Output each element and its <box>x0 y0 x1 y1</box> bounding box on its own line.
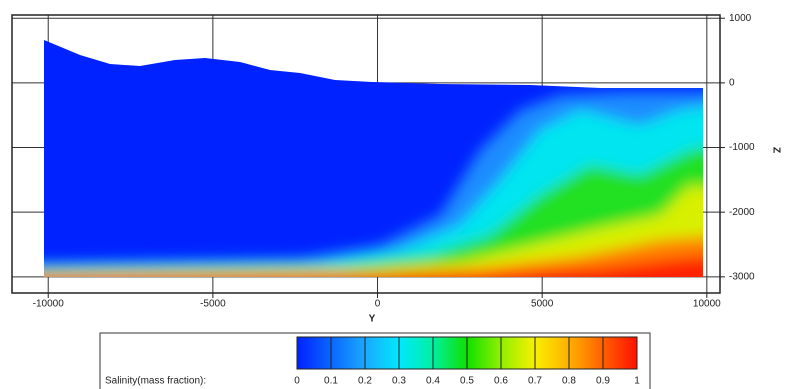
colorbar-tick-label: 0 <box>294 376 300 387</box>
colorbar-tick-label: 0.6 <box>494 376 508 387</box>
colorbar-tick-label: 0.1 <box>324 376 338 387</box>
plot-frame <box>11 14 721 294</box>
colorbar-tick-label: 1 <box>634 376 640 387</box>
x-tick-label: 0 <box>375 299 381 310</box>
colorbar-tick-label: 0.5 <box>460 376 474 387</box>
x-tick-label: 10000 <box>693 299 721 310</box>
y-tick-label: -2000 <box>729 207 755 218</box>
y-tick-label: 0 <box>729 78 735 89</box>
colorbar-tick-label: 0.7 <box>528 376 542 387</box>
colorbar-tick-label: 0.3 <box>392 376 406 387</box>
colorbar-tick-label: 0.2 <box>358 376 372 387</box>
y-tick-label: -3000 <box>729 271 755 282</box>
colorbar-tick-label: 0.4 <box>426 376 440 387</box>
colorbar-label: Salinity(mass fraction): <box>105 376 206 387</box>
x-tick-label: -5000 <box>200 299 226 310</box>
x-tick-label: 5000 <box>531 299 554 310</box>
y-tick-label: -1000 <box>729 142 755 153</box>
y-axis-label: Z <box>770 147 781 153</box>
x-tick-label: -10000 <box>33 299 65 310</box>
colorbar-tick-label: 0.8 <box>562 376 576 387</box>
colorbar-tick-label: 0.9 <box>596 376 610 387</box>
salinity-field <box>44 40 703 277</box>
x-axis-label: Y <box>369 314 376 325</box>
y-tick-label: 1000 <box>729 13 752 24</box>
